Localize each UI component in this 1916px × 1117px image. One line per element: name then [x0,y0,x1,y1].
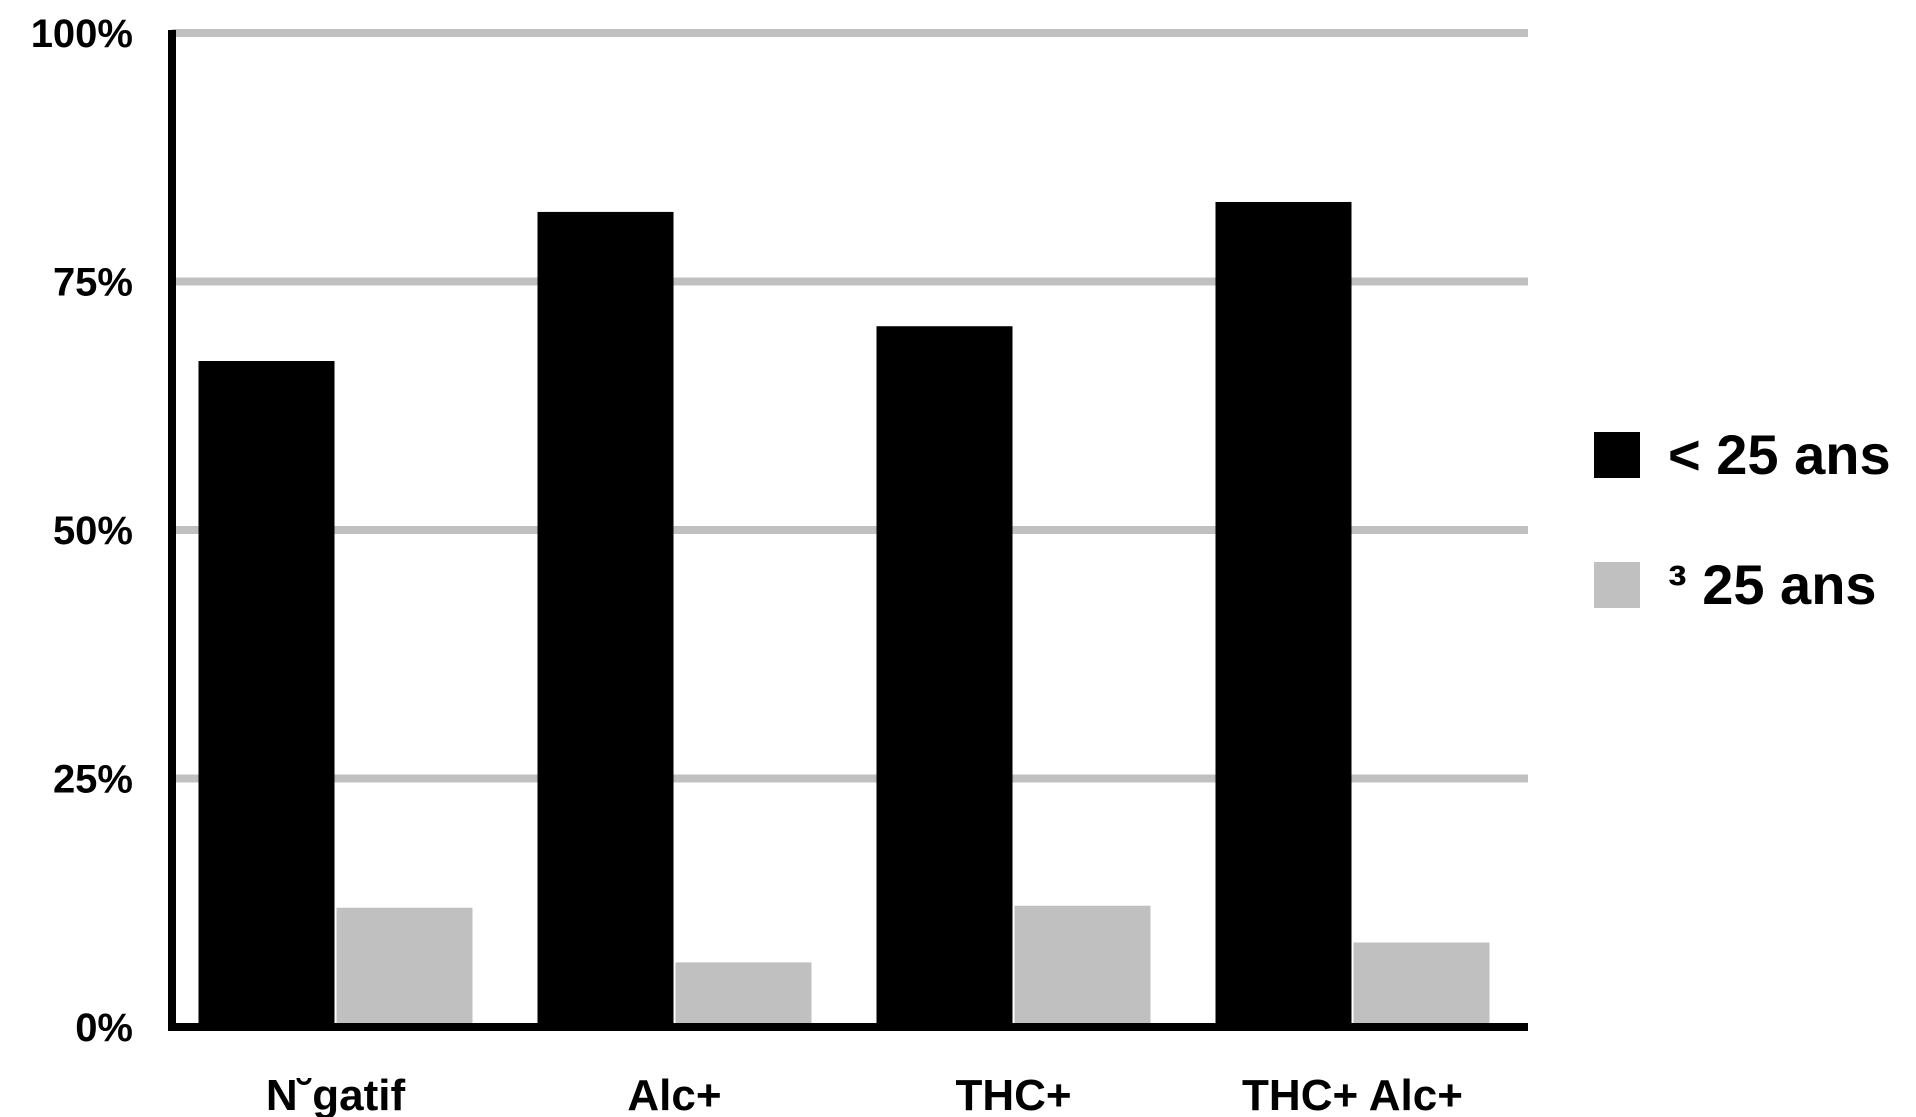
x-category-label: THC+ [955,1071,1071,1117]
x-tick-labels: N˘gatif Alc+ THC+ THC+ Alc+ [266,1071,1463,1117]
legend-swatch [1594,432,1640,478]
bar-over-25-0 [336,907,473,1027]
y-tick-label: 50% [53,509,133,553]
legend-label: ³ 25 ans [1668,553,1877,616]
bar-over-25-2 [1014,905,1151,1027]
bar-under-25-0 [198,361,335,1027]
y-tick-label: 100% [31,12,133,56]
bars [198,201,1490,1028]
y-tick-label: 0% [75,1006,133,1050]
bar-over-25-3 [1353,942,1490,1027]
x-category-label: Alc+ [627,1071,721,1117]
bar-over-25-1 [675,962,812,1027]
x-category-label: N˘gatif [266,1071,406,1117]
axes [168,30,1528,1031]
legend-label: < 25 ans [1668,423,1891,486]
bar-under-25-2 [876,326,1013,1028]
x-category-label: THC+ Alc+ [1242,1071,1463,1117]
bar-under-25-1 [537,211,674,1028]
y-tick-label: 75% [53,261,133,305]
y-tick-labels: 0% 25% 50% 75% 100% [31,12,133,1050]
y-tick-label: 25% [53,758,133,802]
legend-swatch [1594,562,1640,608]
bar-under-25-3 [1215,201,1352,1028]
legend: < 25 ans ³ 25 ans [1594,423,1891,616]
